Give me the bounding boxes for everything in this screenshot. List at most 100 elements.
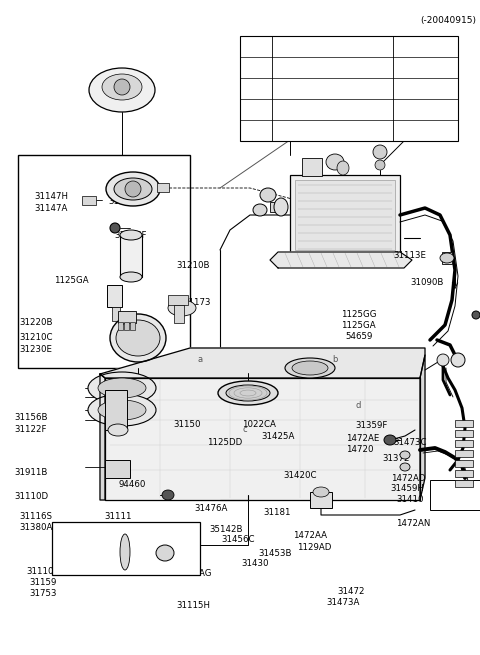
Text: 31110D: 31110D xyxy=(14,492,48,501)
Bar xyxy=(174,305,184,323)
Text: 31182: 31182 xyxy=(413,84,438,93)
Bar xyxy=(157,183,169,192)
Bar xyxy=(310,112,332,120)
Text: PAD-FUEL TANK: PAD-FUEL TANK xyxy=(298,84,368,93)
Text: 14720: 14720 xyxy=(346,445,373,454)
Polygon shape xyxy=(100,348,425,378)
Text: 31115H: 31115H xyxy=(177,601,211,610)
Text: 1472AN: 1472AN xyxy=(396,519,431,529)
Ellipse shape xyxy=(285,358,335,378)
Bar xyxy=(320,128,348,138)
Text: 31113E: 31113E xyxy=(394,251,427,260)
Ellipse shape xyxy=(120,230,142,240)
Ellipse shape xyxy=(110,314,166,362)
Ellipse shape xyxy=(116,320,160,356)
Text: 31473C: 31473C xyxy=(394,438,427,447)
Bar xyxy=(455,420,473,427)
Bar xyxy=(455,450,473,457)
Bar xyxy=(107,285,122,307)
Text: 31182C: 31182C xyxy=(410,126,441,135)
Text: 31110C: 31110C xyxy=(27,567,60,576)
Ellipse shape xyxy=(292,361,328,375)
Text: 1472AD: 1472AD xyxy=(391,474,425,483)
Polygon shape xyxy=(270,252,412,268)
Text: PAD-FUEL TANK: PAD-FUEL TANK xyxy=(298,63,368,72)
Text: 1129AD: 1129AD xyxy=(297,543,331,552)
Ellipse shape xyxy=(260,188,276,202)
Text: 1472AA: 1472AA xyxy=(293,531,327,540)
Ellipse shape xyxy=(274,198,288,216)
Text: 31372: 31372 xyxy=(382,454,409,463)
Polygon shape xyxy=(100,374,105,500)
Ellipse shape xyxy=(218,381,278,405)
Text: a: a xyxy=(197,356,203,364)
Text: c: c xyxy=(254,105,258,114)
Ellipse shape xyxy=(472,311,480,319)
Bar xyxy=(52,522,200,575)
Bar xyxy=(270,202,286,212)
Polygon shape xyxy=(105,378,420,500)
Ellipse shape xyxy=(88,372,156,404)
Bar xyxy=(290,175,400,255)
Text: 31111: 31111 xyxy=(105,512,132,521)
Text: 31453B: 31453B xyxy=(258,549,292,558)
Text: 31156B: 31156B xyxy=(14,413,48,422)
Bar xyxy=(302,158,322,176)
Text: 31230E: 31230E xyxy=(19,345,52,354)
Ellipse shape xyxy=(337,161,349,175)
Text: 31425A: 31425A xyxy=(261,432,295,441)
Bar xyxy=(124,322,129,330)
Bar xyxy=(430,480,480,510)
Text: 1472AV: 1472AV xyxy=(143,569,176,578)
Ellipse shape xyxy=(285,130,295,140)
Ellipse shape xyxy=(345,128,355,138)
Bar xyxy=(240,36,458,141)
Ellipse shape xyxy=(373,145,387,159)
Text: SYM
BOL: SYM BOL xyxy=(248,37,264,56)
Bar xyxy=(105,460,130,478)
Bar xyxy=(455,460,473,467)
Text: 1125GA: 1125GA xyxy=(54,276,88,285)
Text: b: b xyxy=(253,84,259,93)
Text: 94460: 94460 xyxy=(118,480,145,489)
Bar xyxy=(295,180,395,250)
Text: 1022CA: 1022CA xyxy=(242,420,276,429)
Text: 31173: 31173 xyxy=(183,298,211,307)
Text: 31420C: 31420C xyxy=(283,471,317,480)
Text: 54659: 54659 xyxy=(346,332,373,341)
Bar xyxy=(130,322,135,330)
Bar xyxy=(118,322,123,330)
Text: 31410: 31410 xyxy=(396,495,424,504)
Text: 31210B: 31210B xyxy=(177,261,210,271)
Ellipse shape xyxy=(253,204,267,216)
Ellipse shape xyxy=(125,181,141,197)
Text: 31159: 31159 xyxy=(30,578,57,587)
Text: 31183: 31183 xyxy=(413,105,438,114)
Text: (-20040915): (-20040915) xyxy=(420,16,476,25)
Ellipse shape xyxy=(110,223,120,233)
Ellipse shape xyxy=(400,463,410,471)
Ellipse shape xyxy=(226,385,270,401)
Text: 31147A: 31147A xyxy=(35,204,68,213)
Bar xyxy=(105,390,127,430)
Text: 31147: 31147 xyxy=(108,197,136,206)
Text: 31210C: 31210C xyxy=(19,333,53,343)
Ellipse shape xyxy=(120,272,142,282)
Ellipse shape xyxy=(98,378,146,398)
Ellipse shape xyxy=(106,172,160,206)
Text: a: a xyxy=(253,63,259,72)
Bar xyxy=(120,235,142,277)
Text: PAD-FUEL TANK: PAD-FUEL TANK xyxy=(298,126,368,135)
Text: 31359F: 31359F xyxy=(355,421,387,430)
Ellipse shape xyxy=(108,424,128,436)
Bar xyxy=(455,480,473,487)
Ellipse shape xyxy=(102,74,142,100)
Ellipse shape xyxy=(168,300,196,316)
Ellipse shape xyxy=(313,487,329,497)
Text: 31473A: 31473A xyxy=(326,598,360,607)
Ellipse shape xyxy=(384,435,396,445)
Text: 31147H: 31147H xyxy=(35,192,69,201)
Text: 1125DD: 1125DD xyxy=(207,438,242,447)
Bar xyxy=(82,196,96,205)
Text: 31150: 31150 xyxy=(174,420,201,429)
